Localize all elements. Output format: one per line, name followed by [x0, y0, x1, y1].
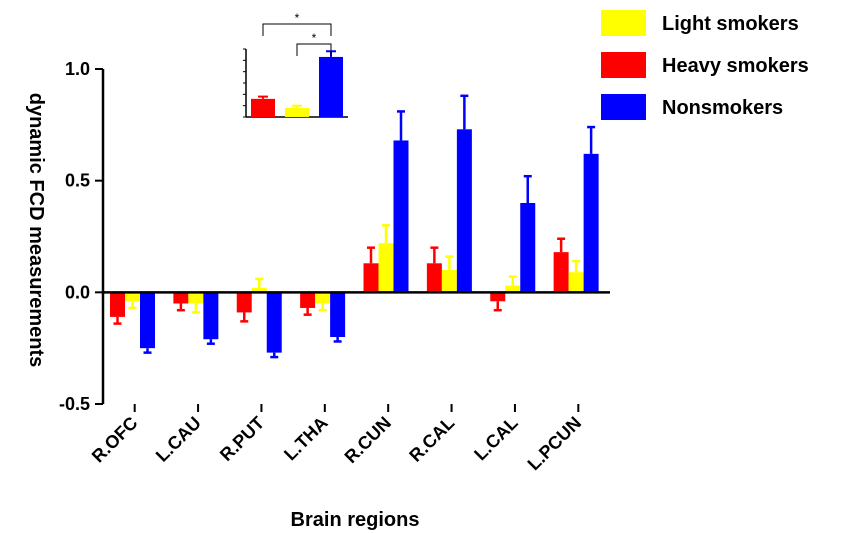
bar-light-smokers-rofc: [125, 292, 140, 302]
bar-light-smokers-lcal: [505, 285, 521, 293]
legend-swatch-heavy-smokers: [601, 52, 646, 78]
significance-bracket-0: [262, 23, 332, 36]
bar-heavy-smokers-rput: [236, 292, 252, 313]
bar-nonsmokers-rofc: [140, 292, 155, 349]
x-tick-label-2: R.PUT: [216, 413, 268, 465]
x-tick-label-1: L.CAU: [152, 413, 205, 466]
bar-nonsmokers-lcal: [520, 203, 536, 293]
bar-light-smokers-lcau: [188, 292, 204, 304]
legend: Light smokers Heavy smokers Nonsmokers: [601, 10, 809, 120]
bar-heavy-smokers-lcal: [490, 292, 506, 302]
legend-label-nonsmokers: Nonsmokers: [662, 97, 783, 119]
bar-nonsmokers-lpcun: [583, 153, 599, 293]
bar-heavy-smokers-rcal: [426, 263, 442, 293]
legend-swatch-light-smokers: [601, 10, 646, 36]
bar-nonsmokers-rput: [266, 292, 282, 353]
bar-heavy-smokers-rofc: [110, 292, 125, 317]
bar-heavy-smokers-lpcun: [553, 252, 569, 293]
x-tick-label-4: R.CUN: [341, 413, 395, 467]
y-tick-label-3: 1.0: [65, 59, 90, 79]
bar-light-smokers-lpcun: [568, 272, 584, 293]
x-tick-label-6: L.CAL: [470, 413, 522, 465]
inset-chart: **: [243, 11, 348, 118]
inset-bar-heavy-smokers: [251, 98, 275, 117]
x-tick-label-0: R.OFC: [88, 413, 142, 467]
legend-label-light-smokers: Light smokers: [662, 13, 799, 35]
main-chart: -0.5 0.0 0.5 1.0 R.OFC L.CAU R.PUT L.THA R.CUN R.…: [59, 59, 610, 474]
x-tick-label-7: L.PCUN: [524, 413, 586, 475]
bar-heavy-smokers-ltha: [300, 292, 316, 308]
bar-nonsmokers-rcun: [393, 140, 409, 293]
x-tick-label-3: L.THA: [280, 413, 332, 465]
legend-label-heavy-smokers: Heavy smokers: [662, 55, 809, 77]
bar-heavy-smokers-rcun: [363, 263, 379, 293]
y-tick-label-2: 0.5: [65, 171, 90, 191]
y-axis-title: dynamic FCD measurements: [25, 93, 47, 368]
bar-light-smokers-ltha: [315, 292, 331, 304]
inset-bar-nonsmokers: [319, 56, 343, 117]
y-tick-label-1: 0.0: [65, 282, 90, 302]
bar-heavy-smokers-lcau: [173, 292, 189, 304]
significance-label-1: *: [312, 31, 317, 45]
x-tick-label-5: R.CAL: [405, 413, 458, 466]
bar-light-smokers-rcun: [378, 243, 394, 293]
significance-label-0: *: [295, 11, 300, 25]
x-axis-title: Brain regions: [291, 509, 420, 531]
bar-nonsmokers-lcau: [203, 292, 219, 340]
bar-light-smokers-rcal: [441, 270, 457, 293]
significance-bracket-1: [296, 43, 332, 56]
legend-swatch-nonsmokers: [601, 94, 646, 120]
bar-nonsmokers-rcal: [456, 129, 472, 293]
y-tick-label-0: -0.5: [59, 394, 90, 414]
bar-nonsmokers-ltha: [330, 292, 346, 337]
inset-bar-light-smokers: [285, 107, 309, 117]
bar-light-smokers-rput: [251, 287, 267, 293]
